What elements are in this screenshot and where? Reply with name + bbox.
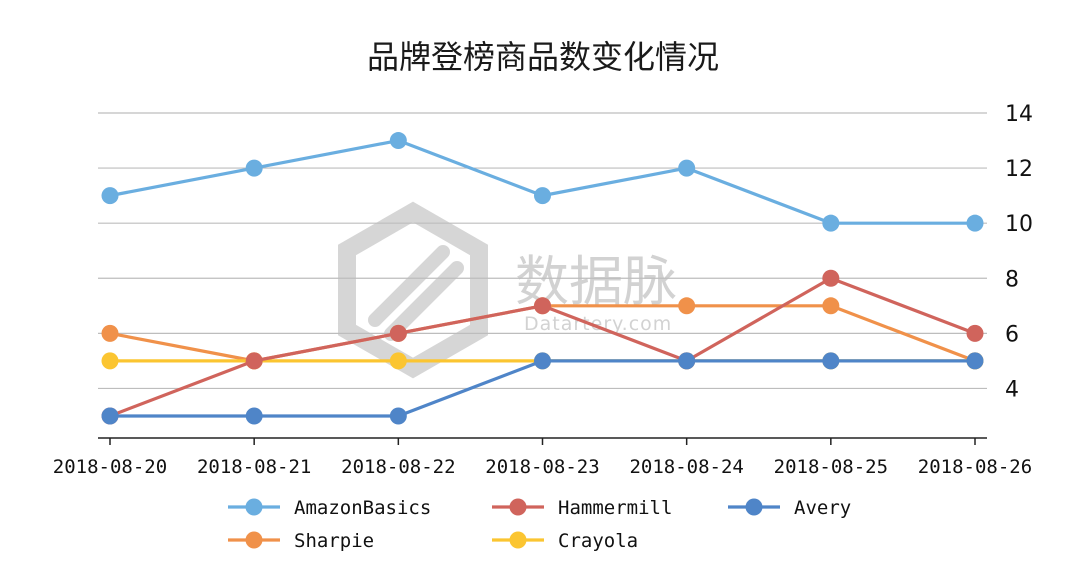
series-line	[109, 138, 975, 225]
x-tick-label: 2018-08-24	[629, 456, 743, 478]
y-tick-label: 6	[1005, 322, 1019, 347]
data-point	[966, 214, 984, 232]
legend-swatch-marker	[745, 498, 763, 516]
grid	[98, 112, 987, 390]
legend-swatch-marker	[245, 498, 263, 516]
data-point	[245, 159, 263, 177]
data-point	[389, 324, 407, 342]
x-tick-label: 2018-08-21	[197, 456, 311, 478]
data-point	[678, 159, 696, 177]
legend-label: Hammermill	[558, 497, 672, 519]
y-tick-label: 4	[1005, 377, 1019, 402]
legend-item-sharpie: Sharpie	[228, 530, 374, 552]
legend-item-amazonbasics: AmazonBasics	[228, 497, 431, 519]
legend-item-avery: Avery	[728, 497, 851, 519]
data-point	[534, 187, 551, 205]
data-point	[822, 269, 840, 287]
data-point	[822, 297, 840, 315]
legend-swatch-marker	[509, 498, 527, 516]
data-point	[822, 214, 840, 232]
watermark: 数据脉 Datartery.com	[338, 201, 677, 379]
x-tick-label: 2018-08-25	[774, 456, 888, 478]
y-tick-label: 14	[1005, 102, 1033, 127]
y-tick-label: 12	[1005, 157, 1033, 182]
data-point	[678, 352, 696, 370]
data-point	[101, 187, 119, 205]
x-tick-label: 2018-08-23	[485, 456, 599, 478]
legend: AmazonBasics Hammermill Avery Sharpie Crayol…	[228, 497, 851, 552]
axes: 4 6 8 10 12 14 2018-08-20 2018-08-21 2018-08-22 2…	[53, 102, 1033, 478]
series-group	[101, 132, 984, 425]
y-tick-label: 10	[1005, 212, 1033, 237]
x-tick-label: 2018-08-22	[341, 456, 455, 478]
x-tick-label: 2018-08-26	[918, 456, 1032, 478]
data-point	[534, 352, 551, 370]
series-avery	[101, 352, 984, 425]
legend-swatch-marker	[509, 531, 527, 549]
legend-item-crayola: Crayola	[492, 530, 638, 552]
data-point	[245, 407, 263, 425]
legend-label: Crayola	[558, 530, 638, 552]
data-point	[389, 407, 407, 425]
data-point	[389, 352, 407, 370]
data-point	[822, 352, 840, 370]
legend-label: AmazonBasics	[294, 497, 431, 519]
legend-item-hammermill: Hammermill	[492, 497, 672, 519]
data-point	[101, 352, 119, 370]
data-point	[389, 132, 407, 150]
watermark-site: Datartery.com	[524, 313, 672, 335]
data-point	[101, 407, 119, 425]
y-tick-label: 8	[1005, 267, 1019, 292]
chart-title: 品牌登榜商品数变化情况	[367, 38, 719, 76]
x-tick-label: 2018-08-20	[53, 456, 167, 478]
data-point	[534, 297, 551, 315]
data-point	[966, 352, 984, 370]
legend-swatch-marker	[245, 531, 263, 549]
legend-label: Avery	[794, 497, 851, 519]
data-point	[678, 297, 696, 315]
data-point	[101, 324, 119, 342]
watermark-logo-icon	[338, 201, 488, 379]
data-point	[245, 352, 263, 370]
legend-label: Sharpie	[294, 530, 374, 552]
series-amazonbasics	[101, 132, 984, 232]
data-point	[966, 324, 984, 342]
